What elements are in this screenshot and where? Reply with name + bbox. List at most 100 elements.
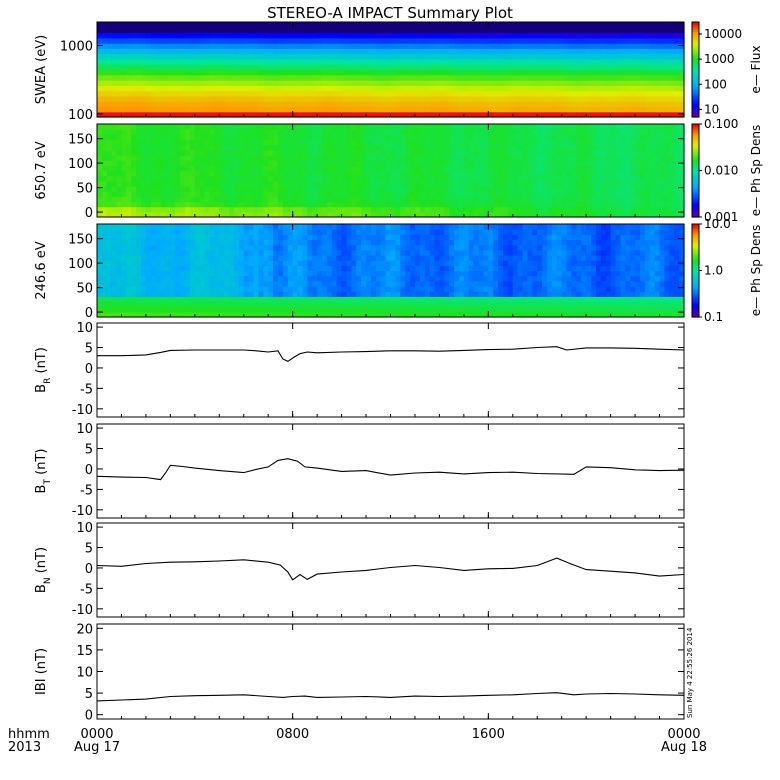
spectrogram-cell [189,229,196,235]
spectrogram-cell [576,196,582,203]
spectrogram-cell [537,165,543,172]
spectrogram-cell [224,22,230,28]
spectrogram-cell [273,206,279,213]
spectrogram-cell [97,129,103,135]
spectrogram-cell [390,74,396,81]
spectrogram-cell [326,186,333,192]
spectrogram-cell [141,80,147,86]
spectrogram-cell [595,196,602,203]
spectrogram-cell [131,265,137,272]
spectrogram-cell [556,139,563,146]
spectrogram-cell [126,206,132,213]
spectrogram-cell [165,229,171,235]
spectrogram-cell [478,32,485,39]
spectrogram-cell [400,53,406,60]
spectrogram-cell [160,37,167,44]
spectrogram-cell [537,101,543,108]
spectrogram-cell [400,106,406,113]
spectrogram-cell [185,260,191,266]
spectrogram-cell [136,80,142,86]
spectrogram-cell [561,170,568,177]
colorbar-cell [692,64,699,68]
spectrogram-cell [224,186,230,192]
spectrogram-cell [444,90,450,97]
spectrogram-cell [297,175,304,182]
spectrogram-cell [189,211,196,218]
spectrogram-cell [664,191,670,197]
spectrogram-cell [326,160,333,166]
spectrogram-cell [400,191,406,197]
colorbar-cell [692,124,699,127]
spectrogram-cell [219,291,225,297]
spectrogram-cell [512,64,519,71]
spectrogram-cell [126,134,132,141]
spectrogram-cell [424,90,431,97]
spectrogram-cell [424,196,431,203]
spectrogram-cell [498,43,504,49]
spectrogram-cell [414,48,421,55]
spectrogram-cell [503,27,509,34]
spectrogram-cell [356,48,362,55]
spectrogram-cell [644,155,651,161]
spectrogram-cell [268,191,274,197]
spectrogram-cell [664,27,670,34]
spectrogram-cell [454,139,460,146]
spectrogram-cell [503,160,509,166]
spectrogram-cell [620,155,626,161]
spectrogram-cell [317,48,323,55]
spectrogram-cell [576,165,582,172]
spectrogram-cell [473,165,480,172]
spectrogram-cell [180,291,186,297]
spectrogram-cell [380,149,387,156]
spectrogram-cell [180,64,186,71]
spectrogram-cell [180,275,186,282]
spectrogram-cell [669,139,675,146]
spectrogram-cell [385,175,392,182]
spectrogram-cell [165,186,171,192]
spectrogram-cell [268,149,274,156]
spectrogram-cell [644,48,651,55]
spectrogram-cell [229,80,235,86]
spectrogram-cell [517,101,524,108]
spectrogram-cell [595,48,602,55]
spectrogram-cell [615,196,622,203]
spectrogram-cell [537,160,543,166]
spectrogram-cell [282,48,289,55]
spectrogram-cell [449,134,455,141]
spectrogram-cell [194,129,201,135]
spectrogram-cell [370,206,377,213]
spectrogram-cell [610,48,617,55]
spectrogram-cell [576,74,582,81]
spectrogram-cell [468,196,475,203]
spectrogram-cell [106,186,113,192]
spectrogram-cell [214,196,220,203]
spectrogram-cell [312,48,318,55]
spectrogram-cell [424,53,431,60]
spectrogram-cell [649,124,656,130]
spectrogram-cell [150,37,157,44]
spectrogram-cell [664,201,670,208]
colorbar-tick-label: 100 [704,77,727,91]
spectrogram-cell [542,111,548,118]
spectrogram-cell [175,106,181,113]
spectrogram-cell [434,90,441,97]
spectrogram-cell [620,37,626,44]
spectrogram-cell [155,286,162,292]
spectrogram-cell [307,180,313,187]
spectrogram-cell [209,296,215,303]
spectrogram-cell [341,58,348,65]
spectrogram-cell [160,175,167,182]
spectrogram-cell [410,175,416,182]
spectrogram-cell [674,175,680,182]
spectrogram-cell [282,170,289,177]
spectrogram-cell [331,58,338,65]
spectrogram-cell [522,48,529,55]
spectrogram-cell [175,196,181,203]
spectrogram-cell [356,129,362,135]
spectrogram-cell [317,196,323,203]
spectrogram-cell [576,95,582,102]
spectrogram-cell [444,139,450,146]
spectrogram-cell [224,270,230,277]
spectrogram-cell [326,180,333,187]
spectrogram-cell [126,58,132,65]
